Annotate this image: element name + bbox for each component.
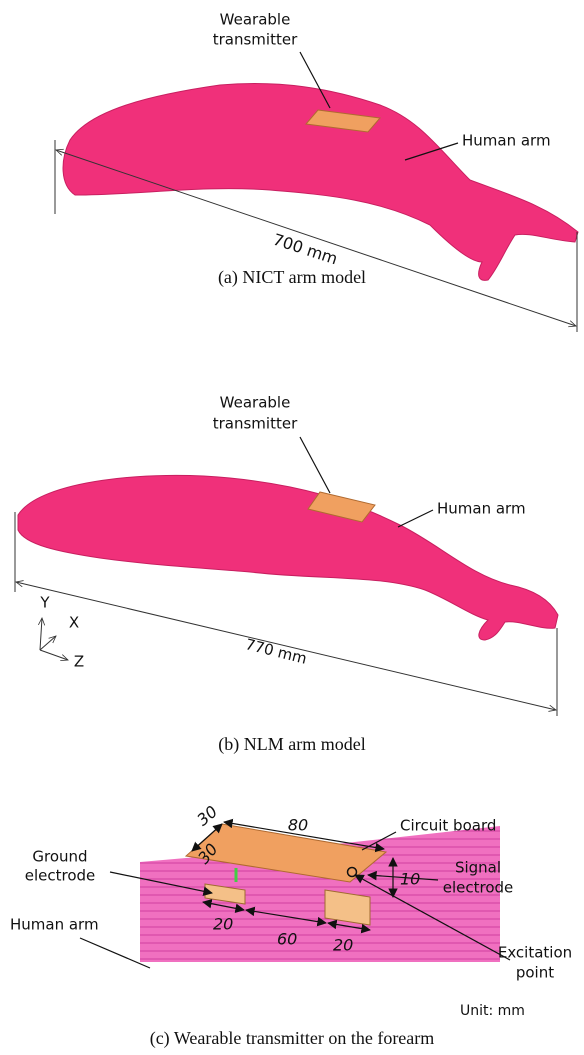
axis: [40, 618, 42, 650]
panel-b: Wearable transmitter Human arm 770 mm Y …: [15, 394, 558, 756]
label: point: [516, 964, 554, 982]
dimension-label: 20: [213, 915, 233, 934]
label: Human arm: [437, 500, 526, 518]
panel-c: 30 80 30 10 20 60 20 Circuit board Groun…: [10, 802, 572, 1049]
label: Ground: [32, 848, 87, 866]
label: Signal: [455, 859, 501, 877]
axis: [40, 636, 56, 650]
label: electrode: [25, 867, 96, 885]
label: transmitter: [213, 415, 298, 433]
caption: (b) NLM arm model: [218, 734, 365, 755]
length-label: 770 mm: [244, 635, 309, 668]
dimension-label: 80: [288, 816, 308, 835]
axis-label: X: [69, 614, 79, 632]
leader: [80, 938, 150, 968]
unit: Unit: mm: [460, 1003, 525, 1019]
label: electrode: [443, 879, 514, 897]
length-label: 700 mm: [271, 230, 340, 269]
axis: [40, 650, 68, 660]
figure: Wearable transmitter Human arm 700 mm (a…: [0, 0, 584, 1055]
dimension-label: 30: [193, 802, 221, 830]
panel-a: Wearable transmitter Human arm 700 mm (a…: [55, 11, 578, 333]
label: Wearable: [220, 394, 291, 412]
label: Human arm: [462, 132, 551, 150]
dimension-label: 20: [333, 936, 353, 955]
leader: [300, 437, 330, 493]
caption: (c) Wearable transmitter on the forearm: [150, 1028, 435, 1049]
dimension-label: 60: [277, 930, 297, 949]
axis-label: Z: [74, 653, 84, 671]
label: Wearable: [220, 11, 291, 29]
axis-label: Y: [39, 594, 50, 612]
label: transmitter: [213, 31, 298, 49]
label: Circuit board: [400, 817, 496, 835]
label: Human arm: [10, 916, 99, 934]
caption: (a) NICT arm model: [218, 267, 366, 288]
leader: [398, 510, 433, 527]
